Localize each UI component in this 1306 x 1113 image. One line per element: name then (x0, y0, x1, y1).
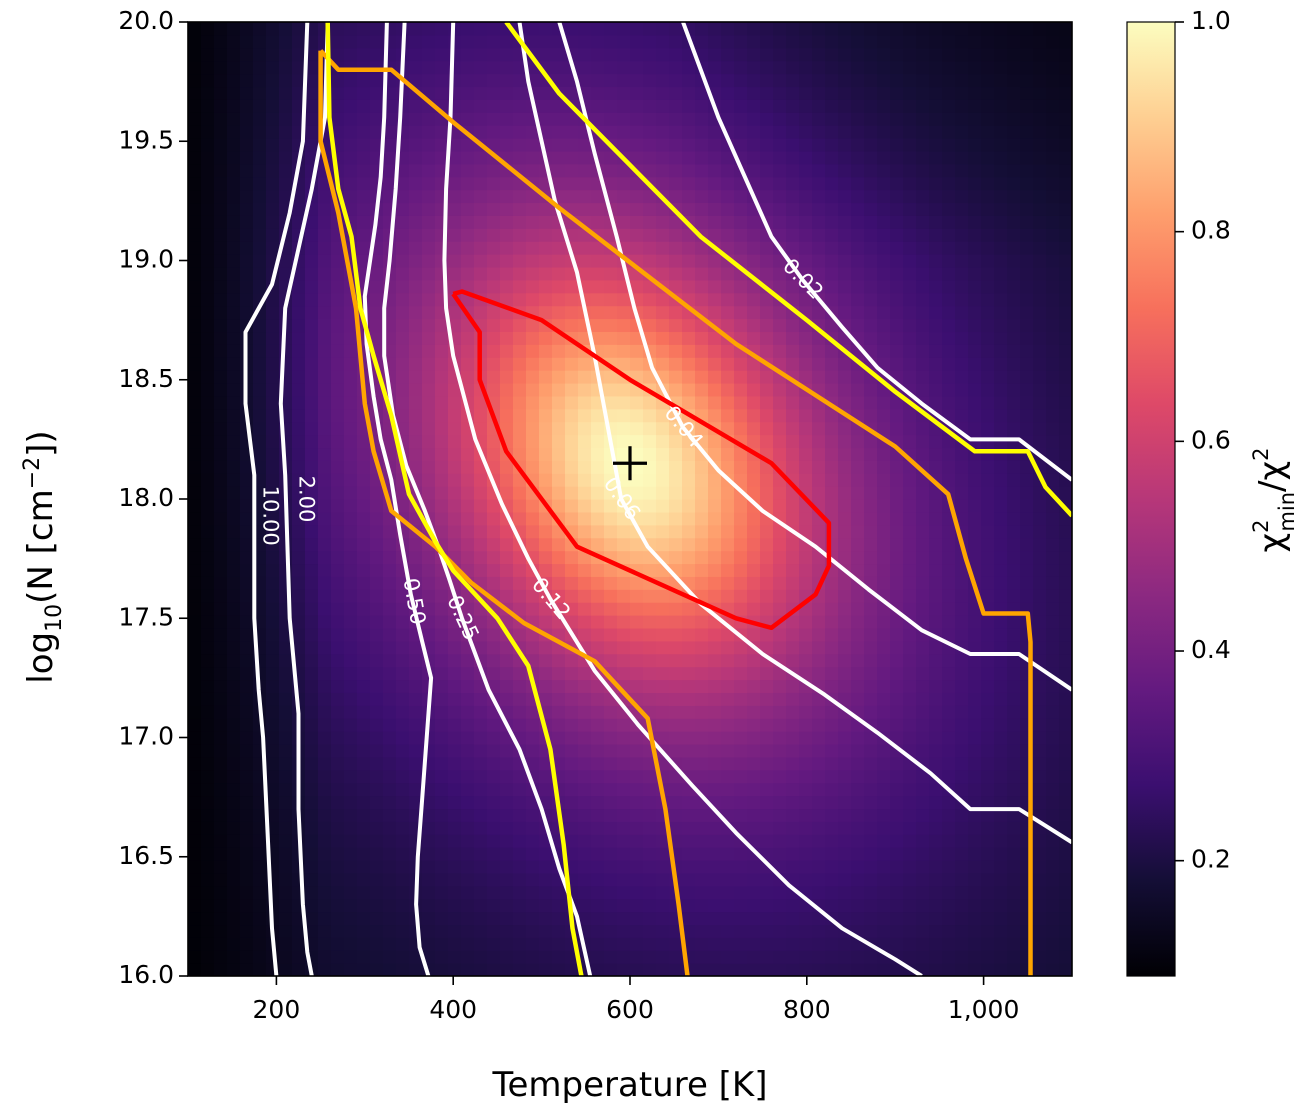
x-tick-label: 800 (783, 995, 831, 1024)
y-tick-label: 17.5 (118, 602, 174, 631)
x-axis: 200 400 600 800 1,000 (253, 976, 1020, 1024)
contour-label-10.00: 10.00 (258, 486, 282, 546)
y-axis: 16.0 16.5 17.0 17.5 18.0 18.5 19.0 19.5 20.0 (118, 6, 188, 989)
colorbar-tick-label: 0.4 (1191, 635, 1231, 664)
colorbar-title: χ2min/χ2 (1249, 447, 1299, 552)
y-tick-label: 18.0 (118, 483, 174, 512)
colorbar-tick-label: 0.2 (1191, 845, 1231, 874)
y-tick-label: 20.0 (118, 6, 174, 35)
colorbar-tick-label: 0.8 (1191, 216, 1231, 245)
y-tick-label: 19.5 (118, 125, 174, 154)
y-tick-label: 16.0 (118, 960, 174, 989)
y-tick-label: 19.0 (118, 245, 174, 274)
x-tick-label: 200 (253, 995, 301, 1024)
contour-label-2.00: 2.00 (295, 476, 319, 523)
colorbar-axis: 0.2 0.4 0.6 0.8 1.0 (1175, 6, 1231, 874)
colorbar-tick-label: 0.6 (1191, 425, 1231, 454)
colorbar (1127, 22, 1175, 976)
y-tick-label: 17.0 (118, 722, 174, 751)
colorbar-tick-label: 1.0 (1191, 6, 1231, 35)
x-tick-label: 400 (429, 995, 477, 1024)
x-tick-label: 1,000 (948, 995, 1020, 1024)
x-axis-title: Temperature [K] (491, 1065, 767, 1105)
y-tick-label: 16.5 (118, 841, 174, 870)
x-tick-label: 600 (606, 995, 654, 1024)
y-axis-title: log10(N [cm−2]) (20, 430, 67, 683)
y-tick-label: 18.5 (118, 364, 174, 393)
